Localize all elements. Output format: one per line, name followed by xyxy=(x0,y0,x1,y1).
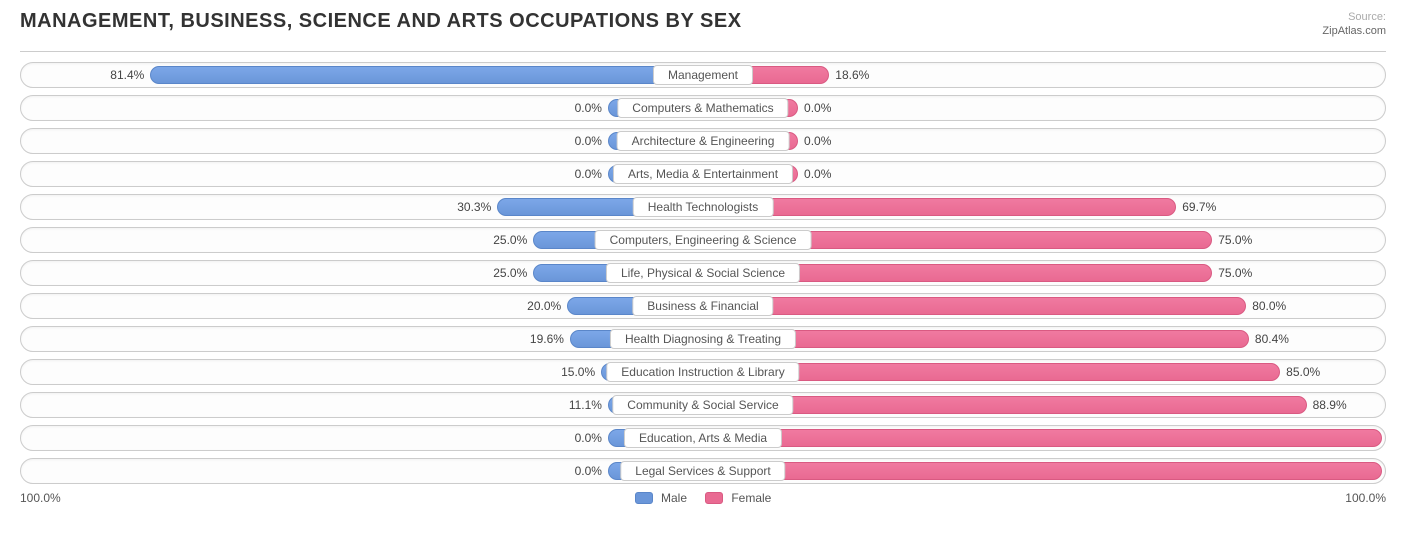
category-label: Computers & Mathematics xyxy=(617,98,788,118)
female-bar xyxy=(703,429,1382,447)
female-pct-label: 75.0% xyxy=(1218,233,1252,247)
male-pct-label: 25.0% xyxy=(493,233,527,247)
female-pct-label: 80.4% xyxy=(1255,332,1289,346)
bar-row: 0.0% 0.0% Computers & Mathematics xyxy=(20,95,1386,121)
bar-row: 0.0%100.0%Education, Arts & Media xyxy=(20,425,1386,451)
source-name: ZipAtlas.com xyxy=(1322,25,1386,37)
male-pct-label: 20.0% xyxy=(527,299,561,313)
legend-male: Male xyxy=(635,491,687,505)
female-bar xyxy=(703,396,1307,414)
male-pct-label: 0.0% xyxy=(575,101,602,115)
category-label: Architecture & Engineering xyxy=(617,131,790,151)
bar-row: 81.4% 18.6% Management xyxy=(20,62,1386,88)
female-pct-label: 85.0% xyxy=(1286,365,1320,379)
female-swatch-icon xyxy=(705,492,723,504)
female-pct-label: 80.0% xyxy=(1252,299,1286,313)
source-label: Source: xyxy=(1348,11,1386,23)
male-pct-label: 0.0% xyxy=(575,431,602,445)
male-pct-label: 30.3% xyxy=(457,200,491,214)
female-pct-label: 0.0% xyxy=(804,167,831,181)
male-pct-label: 25.0% xyxy=(493,266,527,280)
source-attribution: Source: ZipAtlas.com xyxy=(1322,10,1386,39)
male-pct-label: 15.0% xyxy=(561,365,595,379)
category-label: Community & Social Service xyxy=(612,395,793,415)
bar-row: 25.0% 75.0% Computers, Engineering & Scien… xyxy=(20,227,1386,253)
bar-row: 0.0% 0.0% Architecture & Engineering xyxy=(20,128,1386,154)
bar-row: 0.0%100.0%Legal Services & Support xyxy=(20,458,1386,484)
male-pct-label: 19.6% xyxy=(530,332,564,346)
male-pct-label: 0.0% xyxy=(575,134,602,148)
category-label: Legal Services & Support xyxy=(620,461,785,481)
category-label: Health Diagnosing & Treating xyxy=(610,329,796,349)
bar-row: 19.6% 80.4% Health Diagnosing & Treating xyxy=(20,326,1386,352)
female-pct-label: 69.7% xyxy=(1182,200,1216,214)
chart-header: MANAGEMENT, BUSINESS, SCIENCE AND ARTS O… xyxy=(20,10,1386,39)
category-label: Life, Physical & Social Science xyxy=(606,263,800,283)
male-bar xyxy=(150,66,703,84)
chart-body: 81.4% 18.6% Management 0.0% 0.0% Computers & … xyxy=(20,51,1386,484)
female-pct-label: 0.0% xyxy=(804,134,831,148)
category-label: Health Technologists xyxy=(633,197,774,217)
female-pct-label: 75.0% xyxy=(1218,266,1252,280)
female-pct-label: 18.6% xyxy=(835,68,869,82)
bar-row: 0.0% 0.0% Arts, Media & Entertainment xyxy=(20,161,1386,187)
bar-row: 20.0% 80.0% Business & Financial xyxy=(20,293,1386,319)
male-pct-label: 11.1% xyxy=(569,398,602,412)
legend-male-label: Male xyxy=(661,491,687,505)
male-swatch-icon xyxy=(635,492,653,504)
legend-female-label: Female xyxy=(731,491,771,505)
female-pct-label: 88.9% xyxy=(1313,398,1347,412)
male-pct-label: 81.4% xyxy=(110,68,144,82)
female-pct-label: 0.0% xyxy=(804,101,831,115)
bar-row: 15.0% 85.0% Education Instruction & Librar… xyxy=(20,359,1386,385)
bar-row: 11.1% 88.9% Community & Social Service xyxy=(20,392,1386,418)
category-label: Arts, Media & Entertainment xyxy=(613,164,793,184)
category-label: Computers, Engineering & Science xyxy=(595,230,812,250)
female-bar xyxy=(703,462,1382,480)
axis-left-label: 100.0% xyxy=(20,491,61,505)
legend-female: Female xyxy=(705,491,771,505)
bar-row: 30.3% 69.7% Health Technologists xyxy=(20,194,1386,220)
female-bar xyxy=(703,198,1176,216)
axis-right-label: 100.0% xyxy=(1345,491,1386,505)
category-label: Management xyxy=(653,65,753,85)
category-label: Education Instruction & Library xyxy=(606,362,799,382)
female-bar xyxy=(703,297,1246,315)
chart-footer: 100.0% Male Female 100.0% xyxy=(20,491,1386,505)
bar-row: 25.0% 75.0% Life, Physical & Social Scienc… xyxy=(20,260,1386,286)
category-label: Business & Financial xyxy=(632,296,773,316)
chart-title: MANAGEMENT, BUSINESS, SCIENCE AND ARTS O… xyxy=(20,10,742,33)
male-pct-label: 0.0% xyxy=(575,167,602,181)
category-label: Education, Arts & Media xyxy=(624,428,782,448)
male-pct-label: 0.0% xyxy=(575,464,602,478)
legend: Male Female xyxy=(635,491,772,505)
